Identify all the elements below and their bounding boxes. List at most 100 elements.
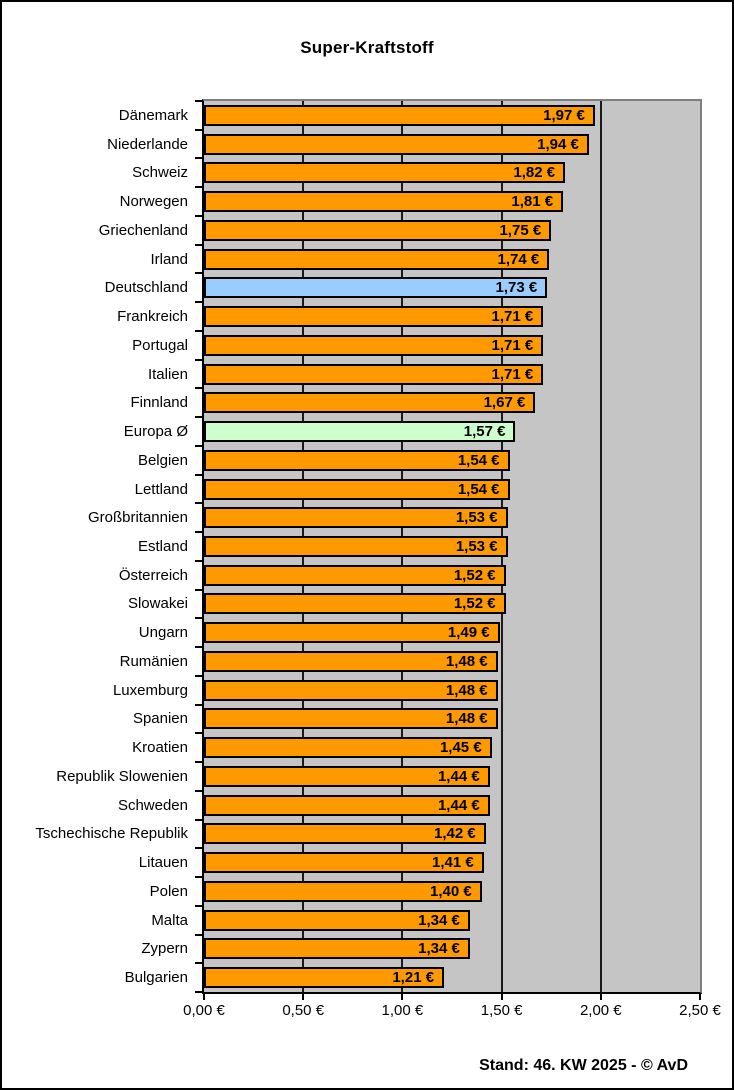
bar-row: 1,52 €: [204, 561, 700, 590]
bar-row: 1,94 €: [204, 130, 700, 159]
bar-row: 1,75 €: [204, 216, 700, 245]
bar: 1,48 €: [204, 650, 498, 672]
bar: 1,82 €: [204, 162, 566, 184]
bar-value-label: 1,41 €: [432, 854, 474, 872]
category-tick-mark: [195, 214, 202, 217]
bar-row: 1,67 €: [204, 388, 700, 417]
bar-value-label: 1,52 €: [453, 566, 496, 584]
category-tick-mark: [195, 329, 202, 332]
bar-value-label: 1,74 €: [497, 250, 540, 268]
bar: 1,53 €: [204, 507, 508, 529]
category-label: Estland: [137, 537, 188, 555]
category-label: Schweden: [117, 796, 188, 814]
bar: 1,71 €: [204, 363, 544, 385]
bar-value-label: 1,34 €: [418, 940, 460, 958]
category-tick-mark: [195, 473, 202, 476]
bar: 1,34 €: [204, 909, 470, 931]
bar-value-label: 1,67 €: [483, 394, 526, 412]
value-tick-label: 1,50 €: [480, 1002, 523, 1019]
category-tick-mark: [195, 186, 202, 189]
bar-value-label: 1,57 €: [463, 423, 506, 441]
bar-row: 1,44 €: [204, 791, 700, 820]
bar-value-label: 1,53 €: [455, 537, 498, 555]
category-tick-mark: [195, 818, 202, 821]
category-label: Rumänien: [119, 652, 188, 670]
bar-row: 1,53 €: [204, 532, 700, 561]
bar-row: 1,48 €: [204, 647, 700, 676]
bar: 1,75 €: [204, 219, 552, 241]
bar: 1,52 €: [204, 593, 506, 615]
category-label: Bulgarien: [124, 969, 188, 987]
bar-value-label: 1,21 €: [392, 969, 435, 987]
category-tick-mark: [195, 732, 202, 735]
category-tick-mark: [195, 301, 202, 304]
bar-value-label: 1,73 €: [495, 279, 538, 297]
footer-note: Stand: 46. KW 2025 - © AvD: [479, 1057, 688, 1074]
value-tick-label: 2,50 €: [679, 1002, 721, 1019]
bar-row: 1,81 €: [204, 187, 700, 216]
category-tick-mark: [195, 128, 202, 131]
bar-row: 1,57 €: [204, 417, 700, 446]
bar: 1,40 €: [204, 880, 482, 902]
bar-row: 1,41 €: [204, 848, 700, 877]
category-tick-mark: [195, 876, 202, 879]
category-tick-mark: [195, 674, 202, 677]
category-label: Deutschland: [104, 279, 188, 297]
bar-row: 1,54 €: [204, 475, 700, 504]
category-tick-mark: [195, 617, 202, 620]
category-label: Litauen: [138, 854, 188, 872]
bar-value-label: 1,71 €: [491, 336, 534, 354]
category-tick-mark: [195, 358, 202, 361]
bar-value-label: 1,44 €: [437, 796, 480, 814]
category-label: Malta: [151, 911, 188, 929]
bar-value-label: 1,53 €: [455, 509, 498, 527]
value-tick-label: 2,00 €: [579, 1002, 622, 1019]
category-tick-mark: [195, 904, 202, 907]
category-tick-mark: [195, 157, 202, 160]
bar: 1,97 €: [204, 104, 595, 126]
bar: 1,54 €: [204, 478, 510, 500]
value-tick-mark: [699, 994, 701, 1000]
value-tick-label: 0,00 €: [183, 1002, 225, 1019]
category-tick-mark: [195, 444, 202, 447]
value-tick-mark: [401, 994, 404, 1000]
bar-value-label: 1,48 €: [445, 652, 488, 670]
category-label: Österreich: [118, 566, 188, 584]
value-tick-mark: [500, 994, 503, 1000]
category-tick-mark: [195, 703, 202, 706]
category-tick-mark: [195, 761, 202, 764]
bar-value-label: 1,40 €: [430, 882, 472, 900]
bar-row: 1,73 €: [204, 273, 700, 302]
category-label: Luxemburg: [112, 681, 188, 699]
bar-value-label: 1,97 €: [543, 106, 585, 124]
bar-row: 1,71 €: [204, 331, 700, 360]
category-label: Spanien: [132, 710, 188, 728]
bar: 1,67 €: [204, 392, 536, 414]
category-label: Niederlande: [107, 135, 188, 153]
bar: 1,71 €: [204, 306, 544, 328]
category-label: Italien: [147, 365, 188, 383]
bar: 1,21 €: [204, 967, 445, 989]
bar-row: 1,44 €: [204, 762, 700, 791]
bar-value-label: 1,94 €: [537, 135, 579, 153]
bar: 1,48 €: [204, 679, 498, 701]
bar-row: 1,54 €: [204, 446, 700, 475]
category-tick-mark: [195, 962, 202, 965]
bar-value-label: 1,82 €: [513, 164, 556, 182]
category-tick-mark: [195, 789, 202, 792]
category-tick-mark: [195, 272, 202, 275]
category-label: Schweiz: [132, 164, 188, 182]
category-label: Ungarn: [138, 624, 188, 642]
category-label: Dänemark: [118, 106, 188, 124]
bar: 1,73 €: [204, 277, 548, 299]
bar: 1,94 €: [204, 133, 589, 155]
category-tick-mark: [195, 387, 202, 390]
value-tick-label: 0,50 €: [282, 1002, 325, 1019]
category-tick-mark: [195, 416, 202, 419]
bar-row: 1,48 €: [204, 676, 700, 705]
category-tick-mark: [195, 559, 202, 562]
bar-row: 1,34 €: [204, 935, 700, 964]
bar-value-label: 1,42 €: [434, 825, 476, 843]
bar-value-label: 1,52 €: [453, 595, 496, 613]
